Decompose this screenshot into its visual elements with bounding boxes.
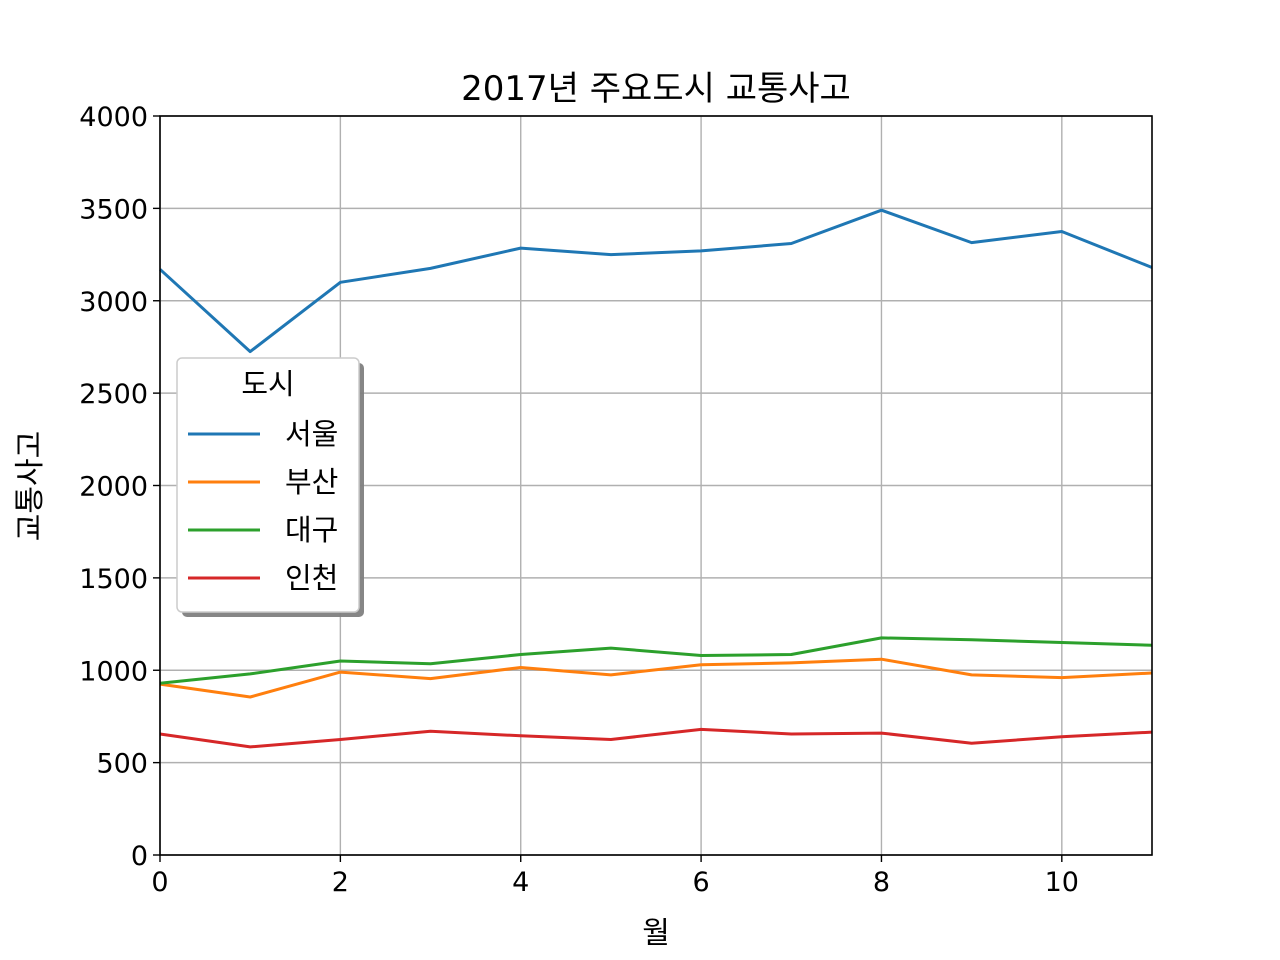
series-line-인천 [159, 727, 1153, 749]
x-tick-label: 0 [151, 867, 168, 898]
y-tick-label: 3000 [79, 287, 148, 318]
x-axis-label: 월 [642, 916, 670, 951]
y-tick-label: 2000 [79, 472, 148, 503]
legend-label: 서울 [285, 417, 338, 451]
series-line-부산 [159, 657, 1153, 699]
chart-title: 2017년 주요도시 교통사고 [461, 69, 851, 109]
y-tick-label: 1500 [79, 564, 148, 595]
y-tick-label: 3500 [79, 194, 148, 225]
y-tick-label: 2500 [79, 379, 148, 410]
x-tick-label: 2 [332, 867, 349, 898]
legend-title: 도시 [241, 367, 294, 401]
x-tick-label: 8 [873, 867, 890, 898]
y-axis-label: 교통사고 [13, 431, 48, 541]
y-tick-label: 0 [131, 841, 148, 872]
x-tick-label: 4 [512, 867, 529, 898]
y-tick-label: 4000 [79, 102, 148, 133]
series-line-서울 [158, 208, 1153, 354]
y-tick-label: 500 [96, 749, 148, 780]
legend-label: 대구 [285, 513, 338, 547]
series-layer [158, 208, 1153, 749]
series-line-대구 [159, 636, 1153, 685]
legend-box [176, 357, 360, 613]
x-tick-label: 6 [692, 867, 709, 898]
legend-label: 부산 [285, 465, 338, 499]
tick-layer: 0 2 4 6 8 10 0 500 1000 1500 2000 2500 3000 3500 4000 [79, 102, 1079, 898]
y-tick-label: 1000 [79, 656, 148, 687]
legend-label: 인천 [285, 561, 338, 595]
x-tick-label: 10 [1045, 867, 1079, 898]
